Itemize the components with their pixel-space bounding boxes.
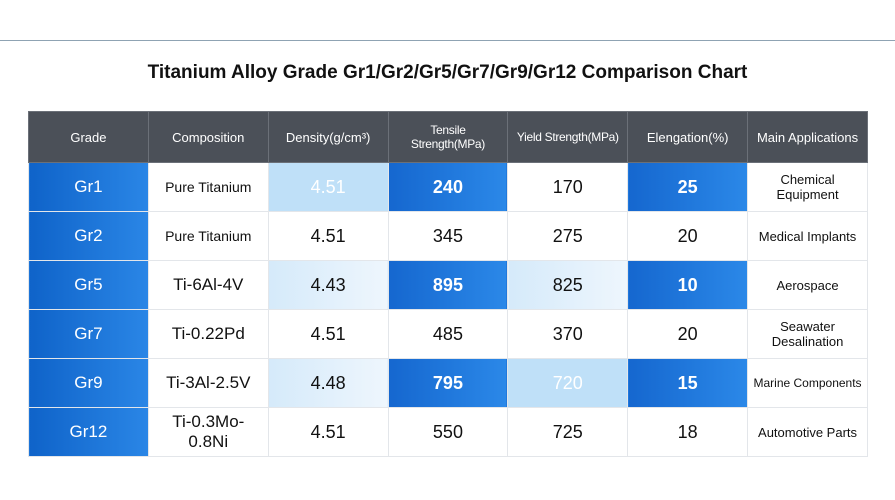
- table-cell: 4.51: [267, 162, 389, 212]
- header-row: Grade Composition Density(g/cm³) Tensile St…: [28, 111, 868, 163]
- table-cell: 345: [387, 211, 509, 261]
- table-cell: 4.48: [267, 358, 389, 408]
- table-cell: Gr1: [28, 162, 149, 212]
- column-header: Composition: [147, 111, 269, 163]
- table-cell: 240: [387, 162, 509, 212]
- table-cell: Ti-0.22Pd: [147, 309, 269, 359]
- table-cell: 895: [387, 260, 509, 310]
- table-row: Gr1 Pure Titanium 4.51 240 170 25 Chemical Equ…: [28, 162, 868, 212]
- table-cell: 795: [387, 358, 509, 408]
- table-cell: 825: [507, 260, 629, 310]
- table-row: Gr12 Ti-0.3Mo-0.8Ni 4.51 550 725 18 Automotive…: [28, 407, 868, 457]
- table-cell: Gr7: [28, 309, 149, 359]
- column-header: Main Applications: [747, 111, 868, 163]
- table-cell: 25: [627, 162, 749, 212]
- table-cell: 725: [507, 407, 629, 457]
- table-cell: Pure Titanium: [147, 162, 269, 212]
- table-row: Gr7 Ti-0.22Pd 4.51 485 370 20 Seawater Desalin…: [28, 309, 868, 359]
- table-cell: Gr12: [28, 407, 149, 457]
- table-cell: Gr9: [28, 358, 149, 408]
- table-cell: 20: [627, 309, 749, 359]
- column-header: Yield Strength(MPa): [507, 111, 629, 163]
- table-cell: Ti-6Al-4V: [147, 260, 269, 310]
- page-title: Titanium Alloy Grade Gr1/Gr2/Gr5/Gr7/Gr9…: [147, 62, 748, 83]
- table-cell: Seawater Desalination: [747, 309, 868, 359]
- table-cell: Automotive Parts: [747, 407, 868, 457]
- table-cell: 15: [627, 358, 749, 408]
- table-cell: Medical Implants: [747, 211, 868, 261]
- table-cell: 4.51: [267, 211, 389, 261]
- table-cell: 370: [507, 309, 629, 359]
- table-cell: 485: [387, 309, 509, 359]
- table-cell: 4.51: [267, 407, 389, 457]
- table-cell: Pure Titanium: [147, 211, 269, 261]
- column-header: Density(g/cm³): [267, 111, 389, 163]
- table-row: Gr9 Ti-3Al-2.5V 4.48 795 720 15 Marine Compone…: [28, 358, 868, 408]
- table-cell: 4.51: [267, 309, 389, 359]
- table-cell: 18: [627, 407, 749, 457]
- table-cell: 20: [627, 211, 749, 261]
- table-cell: 720: [507, 358, 629, 408]
- table-cell: Gr2: [28, 211, 149, 261]
- column-header: Tensile Strength(MPa): [387, 111, 509, 163]
- table-cell: 275: [507, 211, 629, 261]
- column-header: Elengation(%): [627, 111, 749, 163]
- table-cell: 4.43: [267, 260, 389, 310]
- table-cell: 170: [507, 162, 629, 212]
- table-cell: Marine Components: [747, 358, 868, 408]
- table-cell: Chemical Equipment: [747, 162, 868, 212]
- table-cell: Ti-3Al-2.5V: [147, 358, 269, 408]
- table-cell: Ti-0.3Mo-0.8Ni: [147, 407, 269, 457]
- table-row: Gr2 Pure Titanium 4.51 345 275 20 Medical Impl…: [28, 211, 868, 261]
- column-header: Grade: [28, 111, 149, 163]
- table-row: Gr5 Ti-6Al-4V 4.43 895 825 10 Aerospace: [28, 260, 868, 310]
- table-cell: 10: [627, 260, 749, 310]
- table-cell: Gr5: [28, 260, 149, 310]
- table-cell: 550: [387, 407, 509, 457]
- divider: [0, 40, 895, 41]
- comparison-table: Grade Composition Density(g/cm³) Tensile St…: [28, 111, 868, 457]
- table-cell: Aerospace: [747, 260, 868, 310]
- table-body: Gr1 Pure Titanium 4.51 240 170 25 Chemical Equ…: [28, 162, 868, 457]
